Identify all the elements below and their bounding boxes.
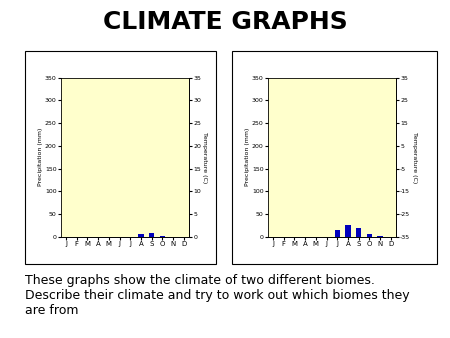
Bar — [345, 225, 351, 237]
Bar — [160, 236, 165, 237]
Y-axis label: Temperature (C): Temperature (C) — [202, 131, 207, 183]
Text: These graphs show the climate of two different biomes.
Describe their climate an: These graphs show the climate of two dif… — [25, 274, 410, 317]
Bar — [138, 234, 144, 237]
Y-axis label: Precipitation (mm): Precipitation (mm) — [245, 128, 251, 186]
Bar — [377, 236, 382, 237]
Bar — [367, 234, 372, 237]
Bar — [356, 227, 361, 237]
Y-axis label: Precipitation (mm): Precipitation (mm) — [38, 128, 44, 186]
Y-axis label: Temperature (C): Temperature (C) — [412, 131, 417, 183]
Bar — [149, 233, 154, 237]
Bar — [334, 230, 340, 237]
Text: CLIMATE GRAPHS: CLIMATE GRAPHS — [103, 10, 347, 34]
